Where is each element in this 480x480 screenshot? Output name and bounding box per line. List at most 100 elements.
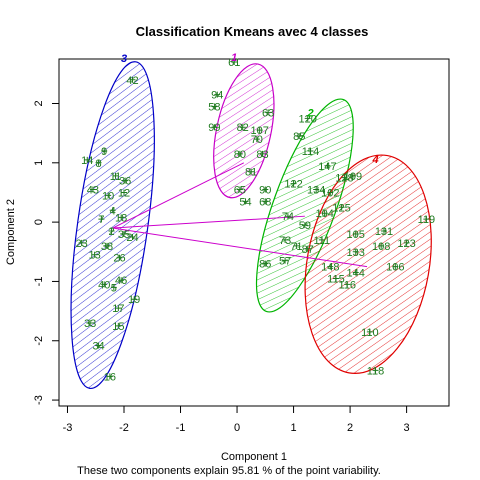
data-point-marker — [106, 373, 113, 380]
data-point-label: 83 — [256, 149, 268, 161]
x-tick-label: -2 — [119, 422, 129, 434]
data-point-marker — [262, 260, 269, 267]
data-point-marker — [259, 150, 266, 157]
data-point-label: 87 — [302, 244, 314, 256]
data-point-marker — [211, 103, 218, 110]
data-point-marker — [327, 263, 334, 270]
data-point-marker — [95, 159, 102, 166]
chart-subtitle: These two components explain 95.81 % of … — [77, 465, 381, 477]
cluster-link — [112, 215, 305, 229]
data-point-label: 73 — [279, 235, 291, 247]
data-point-label: 125 — [332, 202, 350, 214]
data-point-marker — [95, 342, 102, 349]
cluster-link — [112, 162, 245, 229]
data-point-label: 85 — [293, 131, 305, 143]
data-point-marker — [115, 305, 122, 312]
data-point-label: 61 — [228, 57, 240, 69]
data-point-marker — [104, 242, 111, 249]
y-tick-label: -1 — [33, 277, 45, 287]
data-point-marker — [248, 168, 255, 175]
data-point-marker — [121, 189, 127, 196]
data-point-marker — [211, 124, 218, 131]
data-point-marker — [236, 186, 243, 193]
cluster-number-label: 1 — [231, 52, 237, 64]
data-point-label: 15 — [112, 321, 124, 333]
data-point-marker — [101, 281, 108, 288]
cluster-ellipse — [70, 61, 155, 390]
data-point-label: 46 — [115, 275, 127, 287]
data-point-marker — [307, 147, 314, 154]
data-point-marker — [324, 162, 331, 169]
data-point-label: 147 — [318, 161, 336, 173]
data-point-label: 17 — [112, 303, 124, 315]
data-point-marker — [115, 322, 122, 329]
data-point-marker — [293, 242, 300, 249]
data-point-marker — [344, 281, 351, 288]
y-axis-label: Component 2 — [5, 199, 17, 265]
data-point-label: 123 — [397, 238, 415, 250]
data-point-label: 11 — [110, 171, 121, 183]
data-point-label: 58 — [208, 101, 220, 113]
data-point-marker — [105, 192, 112, 199]
data-point-marker — [87, 319, 94, 326]
data-point-label: 107 — [250, 125, 268, 137]
data-point-marker — [301, 222, 308, 229]
cluster-number-label: 2 — [306, 108, 313, 120]
data-point-marker — [392, 263, 399, 270]
data-point-marker — [118, 214, 125, 221]
data-point-label: 81 — [245, 167, 257, 179]
data-point-label: 104 — [315, 208, 333, 220]
data-point-label: 59 — [299, 220, 311, 232]
y-tick-label: 2 — [33, 100, 45, 106]
data-point-marker — [403, 239, 410, 246]
x-tick-label: -1 — [176, 422, 186, 434]
data-point-label: 2 — [109, 226, 115, 238]
data-point-marker — [352, 269, 359, 276]
data-point-label: 131 — [375, 226, 393, 238]
data-point-marker — [121, 230, 127, 237]
data-point-label: 144 — [347, 268, 365, 280]
data-point-label: 7 — [98, 214, 104, 226]
data-point-marker — [332, 275, 339, 282]
data-point-label: 40 — [98, 279, 110, 291]
cluster-number-label: 3 — [121, 53, 127, 65]
data-point-marker — [129, 76, 136, 83]
data-point-label: 10 — [102, 190, 114, 202]
data-point-marker — [284, 213, 291, 220]
data-point-marker — [84, 156, 91, 163]
data-point-marker — [239, 124, 246, 131]
cluster-links — [112, 162, 368, 268]
data-point-marker — [341, 174, 348, 181]
cluster-number-label: 4 — [371, 154, 378, 166]
data-point-label: 134 — [307, 184, 325, 196]
data-point-marker — [381, 228, 387, 235]
data-point-label: 118 — [367, 365, 385, 377]
data-point-label: 115 — [327, 273, 345, 285]
data-point-marker — [304, 245, 311, 252]
data-point-marker — [296, 133, 303, 140]
x-axis-label: Component 1 — [221, 451, 287, 463]
data-point-label: 23 — [75, 238, 87, 250]
data-point-marker — [214, 91, 221, 98]
cluster-ellipses — [70, 61, 432, 390]
data-point-marker — [112, 172, 119, 179]
data-point-label: 38 — [101, 241, 113, 253]
data-point-label: 5 — [111, 282, 117, 294]
data-point-marker — [78, 239, 85, 246]
data-point-label: 148 — [321, 262, 339, 274]
data-point-marker — [338, 204, 345, 211]
data-point-marker — [282, 257, 289, 264]
y-tick-label: 1 — [33, 160, 45, 166]
cluster-link — [112, 227, 368, 268]
data-point-marker — [262, 198, 269, 205]
data-point-label: 54 — [239, 196, 251, 208]
data-point-marker — [108, 228, 115, 235]
data-point-marker — [378, 242, 385, 249]
data-point-label: 116 — [338, 279, 356, 291]
data-point-label: 86 — [259, 259, 271, 271]
data-point-label: 65 — [234, 184, 246, 196]
data-point-label: 70 — [251, 134, 263, 146]
data-point-label: 35 — [118, 229, 130, 241]
